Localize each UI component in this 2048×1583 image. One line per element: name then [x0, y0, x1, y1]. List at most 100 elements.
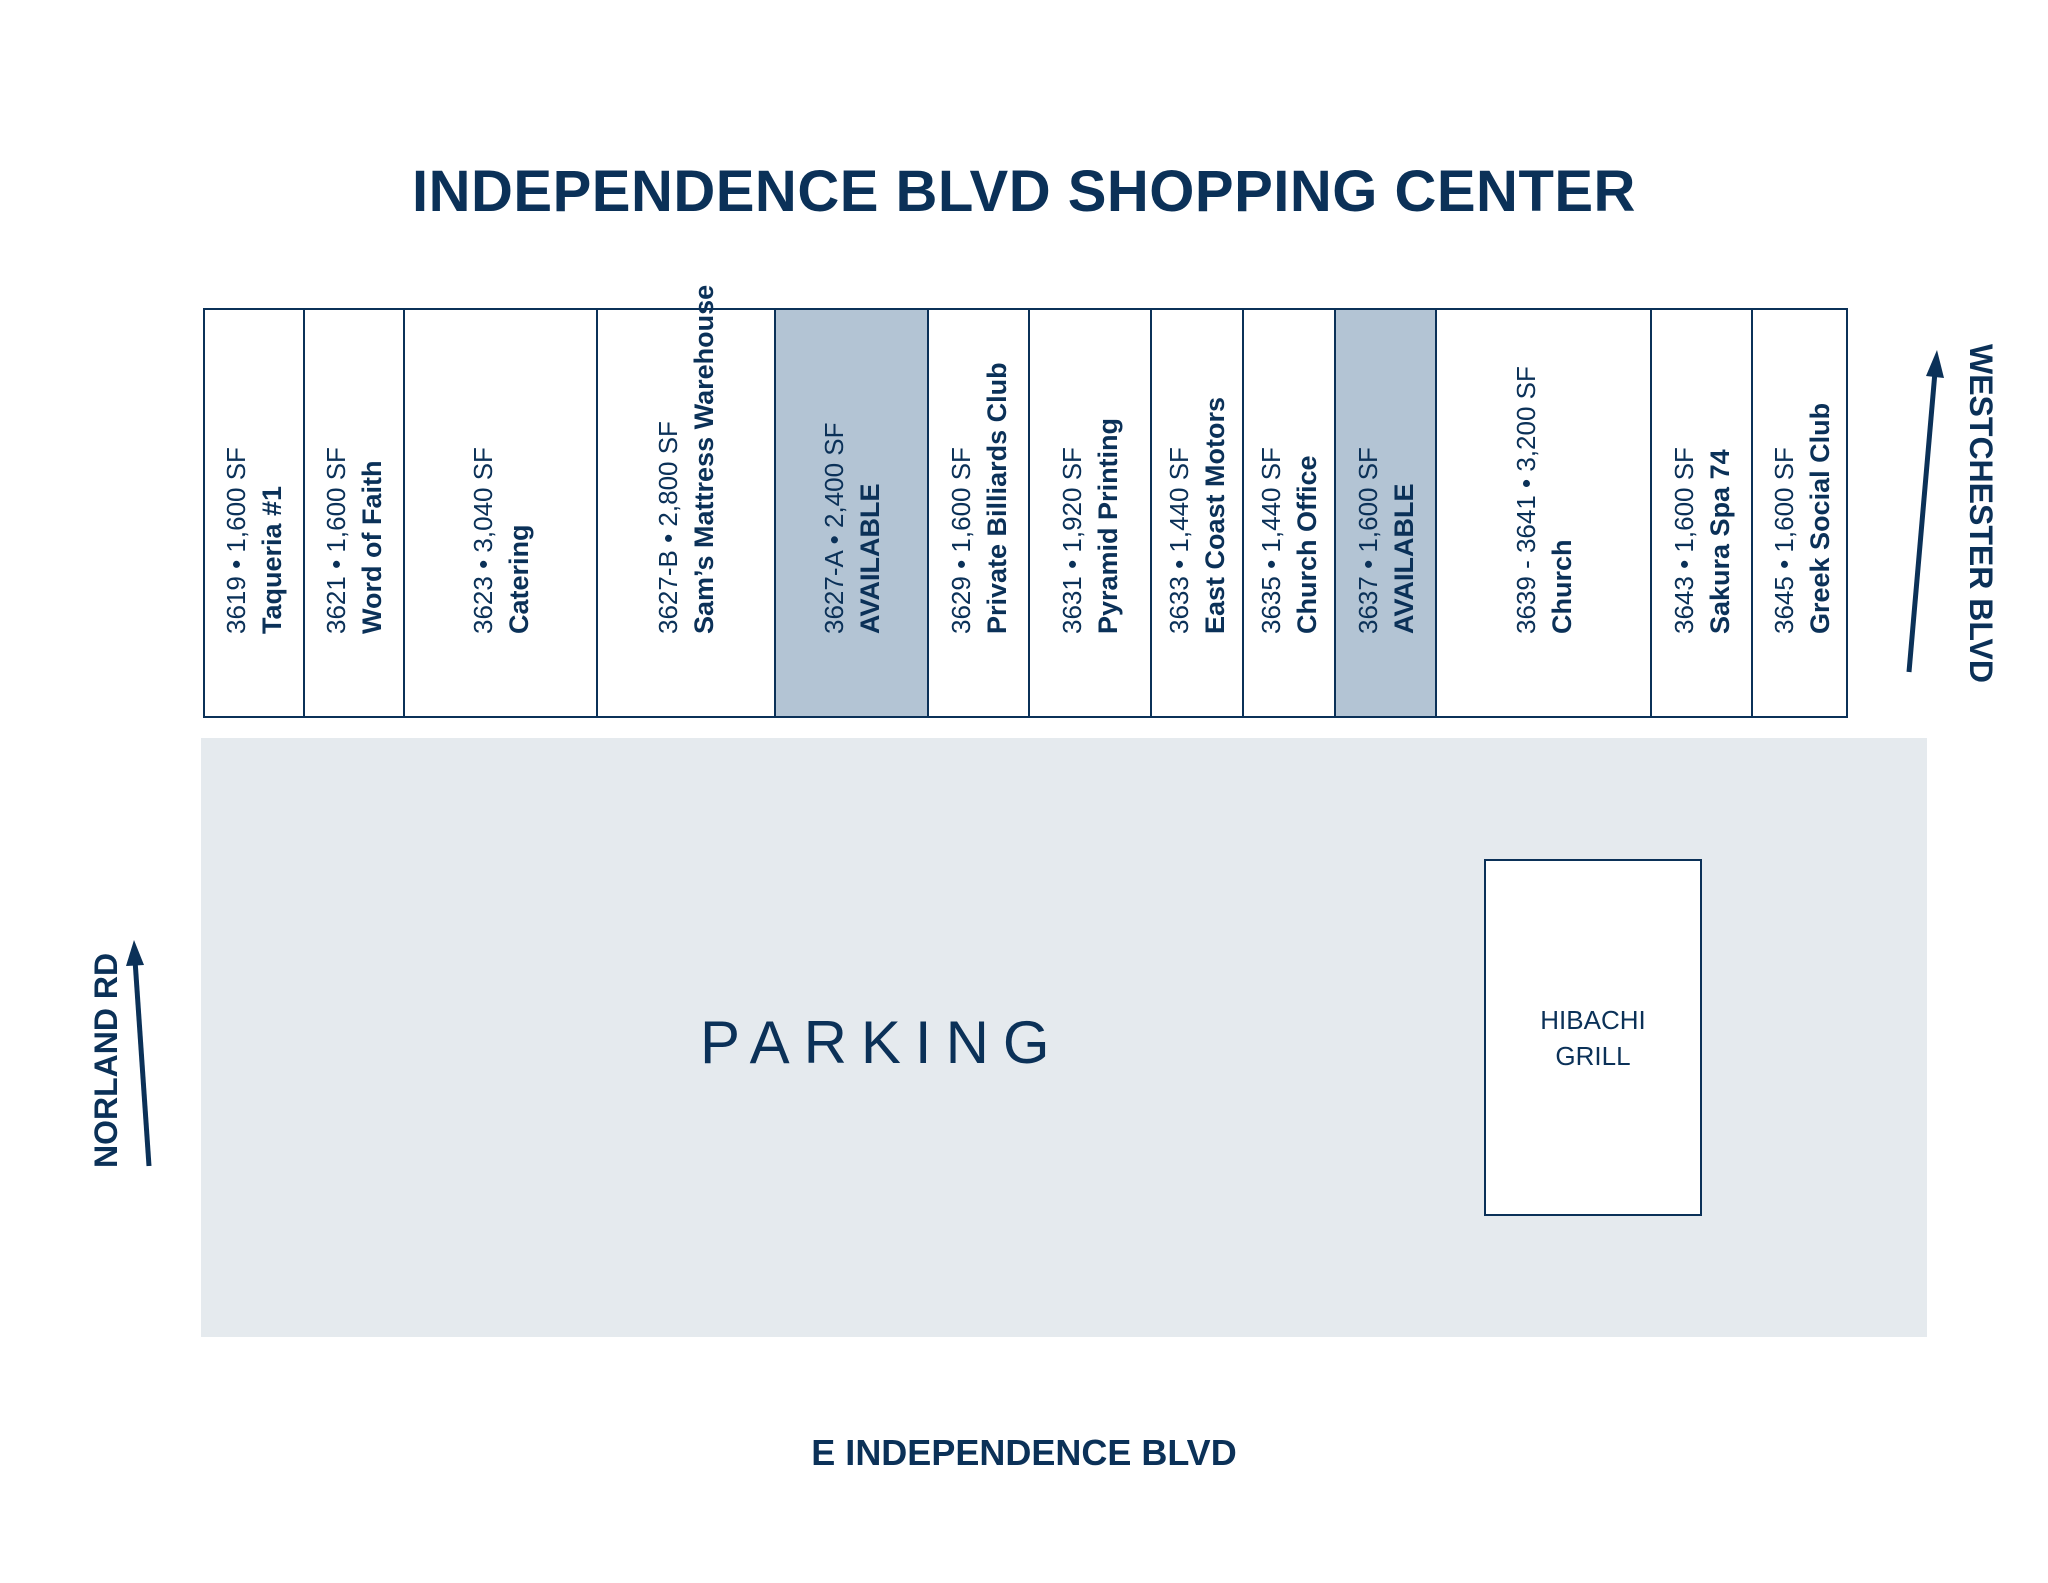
- unit-label: 3633 • 1,440 SF East Coast Motors: [1161, 397, 1233, 634]
- tenant-units-row: 3619 • 1,600 SF Taqueria #1 3621 • 1,600 S…: [203, 285, 1850, 718]
- unit-label: 3623 • 3,040 SF Catering: [465, 447, 537, 634]
- unit-size: 1,600 SF: [221, 447, 251, 553]
- unit-label: 3645 • 1,600 SF Greek Social Club: [1766, 403, 1838, 634]
- tenant-unit[interactable]: 3637 • 1,600 SF AVAILABLE: [1336, 310, 1437, 716]
- arrow-left-icon: [126, 940, 152, 1167]
- unit-number-size: 3639 - 3641 • 3,200 SF: [1508, 366, 1544, 634]
- tenant-unit[interactable]: 3631 • 1,920 SF Pyramid Printing: [1030, 310, 1152, 716]
- unit-tenant: Catering: [503, 524, 534, 634]
- unit-number: 3627-A: [818, 551, 849, 634]
- unit-size: 1,600 SF: [321, 447, 351, 553]
- unit-tenant: Church: [1546, 539, 1577, 635]
- unit-number: 3623: [467, 576, 498, 634]
- unit-label: 3631 • 1,920 SF Pyramid Printing: [1054, 418, 1126, 634]
- tenant-unit[interactable]: 3619 • 1,600 SF Taqueria #1: [205, 310, 305, 716]
- unit-label: 3635 • 1,440 SF Church Office: [1253, 447, 1325, 634]
- unit-number-size: 3627-A • 2,400 SF: [816, 423, 852, 635]
- unit-number: 3635: [1256, 576, 1286, 634]
- tenant-unit[interactable]: 3629 • 1,600 SF Private Billiards Club: [929, 310, 1030, 716]
- unit-separator: •: [653, 533, 683, 543]
- unit-number-size: 3637 • 1,600 SF: [1350, 447, 1386, 634]
- unit-size: 1,600 SF: [1668, 447, 1699, 553]
- unit-tenant: Taqueria #1: [257, 485, 287, 634]
- unit-number: 3643: [1668, 576, 1699, 634]
- tenant-unit[interactable]: 3633 • 1,440 SF East Coast Motors: [1152, 310, 1244, 716]
- unit-label: 3621 • 1,600 SF Word of Faith: [318, 447, 390, 634]
- unit-separator: •: [467, 559, 498, 569]
- unit-tenant: Greek Social Club: [1804, 402, 1835, 634]
- unit-number: 3629: [945, 576, 976, 634]
- tenant-unit[interactable]: 3639 - 3641 • 3,200 SF Church: [1437, 310, 1652, 716]
- unit-label: 3629 • 1,600 SF Private Billiards Club: [943, 362, 1015, 634]
- unit-number: 3621: [321, 576, 351, 634]
- unit-size: 2,400 SF: [818, 422, 849, 529]
- unit-number-size: 3621 • 1,600 SF: [318, 447, 354, 634]
- unit-size: 3,200 SF: [1510, 366, 1541, 472]
- tenant-unit[interactable]: 3623 • 3,040 SF Catering: [405, 310, 598, 716]
- tenant-unit[interactable]: 3643 • 1,600 SF Sakura Spa 74: [1652, 310, 1753, 716]
- unit-separator: •: [1352, 559, 1383, 569]
- unit-number-size: 3643 • 1,600 SF: [1666, 447, 1702, 634]
- unit-label: 3627-B • 2,800 SF Sam’s Mattress Warehous…: [650, 285, 722, 634]
- unit-number: 3637: [1352, 576, 1383, 634]
- unit-size: 3,040 SF: [467, 447, 498, 553]
- unit-number-size: 3619 • 1,600 SF: [218, 447, 254, 634]
- unit-tenant: Private Billiards Club: [981, 362, 1012, 634]
- unit-size: 1,600 SF: [945, 447, 976, 553]
- unit-separator: •: [321, 559, 351, 569]
- page-title: INDEPENDENCE BLVD SHOPPING CENTER: [412, 159, 1636, 224]
- tenant-unit[interactable]: 3627-A • 2,400 SF AVAILABLE: [776, 310, 929, 716]
- unit-separator: •: [1768, 559, 1799, 569]
- unit-size: 1,600 SF: [1768, 447, 1799, 553]
- road-label-left: NORLAND RD: [88, 952, 124, 1168]
- unit-number: 3631: [1057, 576, 1087, 634]
- road-label-bottom: E INDEPENDENCE BLVD: [811, 1432, 1237, 1473]
- unit-size: 1,600 SF: [1352, 447, 1383, 553]
- unit-separator: •: [1668, 559, 1699, 569]
- unit-label: 3627-A • 2,400 SF AVAILABLE: [816, 423, 888, 635]
- unit-tenant: East Coast Motors: [1200, 396, 1230, 634]
- unit-tenant: Church Office: [1292, 455, 1322, 634]
- unit-label: 3643 • 1,600 SF Sakura Spa 74: [1666, 447, 1738, 634]
- unit-number: 3633: [1164, 576, 1194, 634]
- unit-number-size: 3631 • 1,920 SF: [1054, 418, 1090, 634]
- unit-separator: •: [945, 559, 976, 569]
- unit-separator: •: [1510, 478, 1541, 488]
- unit-tenant: Sakura Spa 74: [1704, 449, 1735, 634]
- outparcel-label: HIBACHI GRILL: [1540, 1004, 1646, 1071]
- unit-tenant: AVAILABLE: [1388, 483, 1419, 635]
- unit-tenant: Word of Faith: [357, 460, 387, 634]
- parking-label: PARKING: [700, 1009, 1064, 1076]
- unit-number: 3639 - 3641: [1510, 495, 1541, 634]
- unit-separator: •: [1057, 559, 1087, 569]
- tenant-unit[interactable]: 3645 • 1,600 SF Greek Social Club: [1753, 310, 1850, 716]
- unit-separator: •: [818, 535, 849, 545]
- unit-size: 1,920 SF: [1057, 447, 1087, 553]
- unit-size: 1,440 SF: [1164, 447, 1194, 553]
- unit-label: 3619 • 1,600 SF Taqueria #1: [218, 447, 290, 634]
- unit-number: 3645: [1768, 576, 1799, 634]
- unit-separator: •: [1256, 559, 1286, 569]
- tenant-unit[interactable]: 3635 • 1,440 SF Church Office: [1244, 310, 1336, 716]
- unit-tenant: Pyramid Printing: [1093, 417, 1123, 634]
- unit-label: 3637 • 1,600 SF AVAILABLE: [1350, 447, 1422, 634]
- unit-number-size: 3635 • 1,440 SF: [1253, 447, 1289, 634]
- outparcel-hibachi-grill[interactable]: HIBACHI GRILL: [1484, 859, 1702, 1216]
- unit-number-size: 3633 • 1,440 SF: [1161, 397, 1197, 634]
- unit-number-size: 3623 • 3,040 SF: [465, 447, 501, 634]
- unit-tenant: Sam’s Mattress Warehouse: [689, 284, 719, 634]
- unit-number: 3619: [221, 576, 251, 634]
- unit-tenant: AVAILABLE: [854, 483, 885, 635]
- unit-number-size: 3645 • 1,600 SF: [1766, 403, 1802, 634]
- road-label-right: WESTCHESTER BLVD: [1963, 344, 1999, 683]
- tenant-unit[interactable]: 3621 • 1,600 SF Word of Faith: [305, 310, 405, 716]
- unit-number-size: 3629 • 1,600 SF: [943, 362, 979, 634]
- unit-label: 3639 - 3641 • 3,200 SF Church: [1508, 366, 1580, 634]
- unit-number-size: 3627-B • 2,800 SF: [650, 285, 686, 634]
- unit-number: 3627-B: [653, 550, 683, 634]
- unit-separator: •: [221, 559, 251, 569]
- arrow-right-icon: [1906, 350, 1944, 673]
- unit-size: 2,800 SF: [653, 421, 683, 527]
- unit-size: 1,440 SF: [1256, 447, 1286, 553]
- tenant-unit[interactable]: 3627-B • 2,800 SF Sam’s Mattress Warehous…: [598, 285, 776, 716]
